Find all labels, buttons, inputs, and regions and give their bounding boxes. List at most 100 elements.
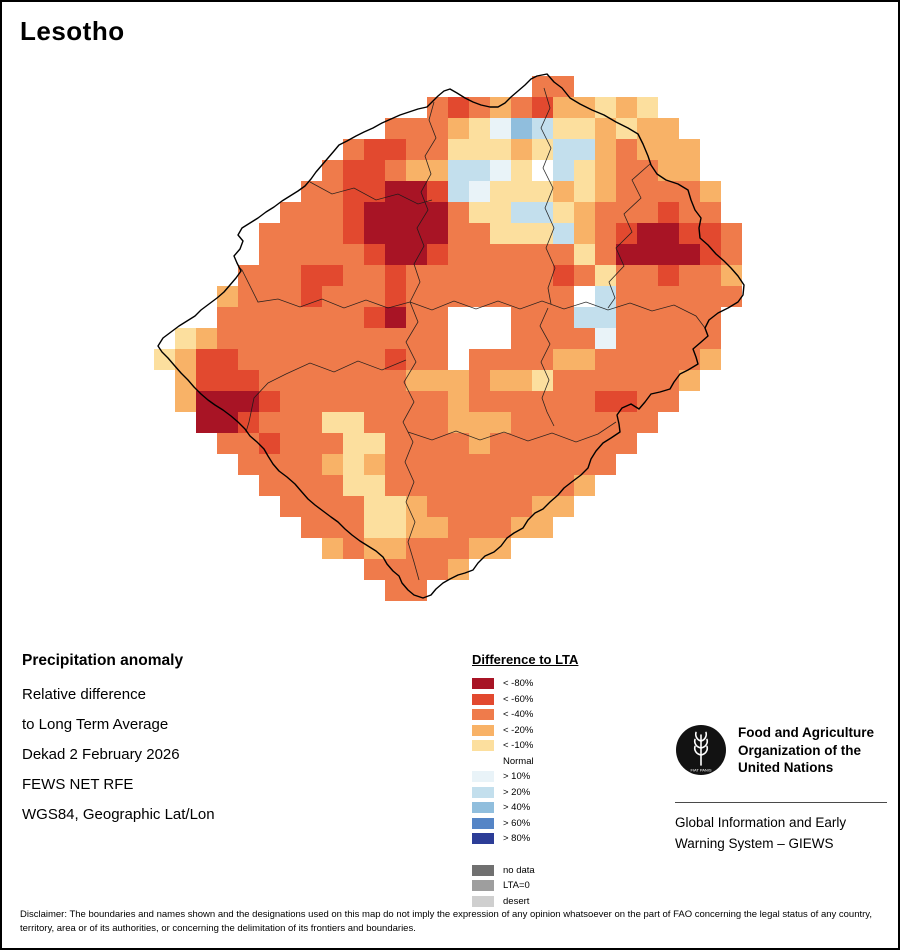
map-cell — [427, 349, 448, 370]
info-line: WGS84, Geographic Lat/Lon — [22, 806, 215, 823]
map-cell — [259, 475, 280, 496]
map-cell — [448, 538, 469, 559]
page-title: Lesotho — [20, 16, 125, 46]
map-cell — [301, 349, 322, 370]
legend-item: Normal — [472, 754, 622, 770]
map-cell — [427, 559, 448, 580]
map-cell — [595, 454, 616, 475]
map-cell — [427, 244, 448, 265]
map-cell — [532, 223, 553, 244]
map-cell — [385, 265, 406, 286]
map-cell — [490, 412, 511, 433]
map-cell — [259, 307, 280, 328]
fao-logo-icon: FIAT PANIS — [676, 725, 726, 776]
map-cell — [343, 538, 364, 559]
map-cell — [490, 307, 511, 328]
map-cell — [406, 160, 427, 181]
legend-extra-items: no data LTA=0 desert — [472, 863, 622, 910]
map-cell — [616, 328, 637, 349]
map-cell — [574, 181, 595, 202]
map-cell — [427, 538, 448, 559]
map-cell — [406, 538, 427, 559]
map-cell — [469, 349, 490, 370]
map-cell — [385, 412, 406, 433]
map-cell — [700, 223, 721, 244]
map-cell — [238, 433, 259, 454]
map-cell — [448, 181, 469, 202]
map-cell — [595, 160, 616, 181]
giews-line: Global Information and Early — [675, 815, 847, 830]
map-cell — [259, 433, 280, 454]
map-cell — [700, 307, 721, 328]
map-cell — [490, 118, 511, 139]
map-cell — [574, 244, 595, 265]
map-cell — [469, 454, 490, 475]
map-cell — [637, 349, 658, 370]
map-cell — [490, 370, 511, 391]
map-cell — [280, 496, 301, 517]
map-cell — [532, 307, 553, 328]
legend-item: > 80% — [472, 831, 622, 847]
map-cell — [490, 475, 511, 496]
map-cell — [406, 139, 427, 160]
map-cell — [322, 223, 343, 244]
map-cell — [343, 160, 364, 181]
map-cell — [595, 202, 616, 223]
map-cell — [574, 349, 595, 370]
map-cell — [385, 244, 406, 265]
map-cell — [553, 454, 574, 475]
map-cell — [427, 202, 448, 223]
map-cell — [364, 265, 385, 286]
map-cell — [490, 454, 511, 475]
map-cell — [721, 244, 742, 265]
map-cell — [637, 244, 658, 265]
map-cell — [448, 307, 469, 328]
legend-swatch — [472, 771, 494, 783]
map-cell — [658, 181, 679, 202]
map-cell — [448, 265, 469, 286]
legend-swatch — [472, 880, 494, 892]
map-cell — [490, 265, 511, 286]
map-cell — [448, 118, 469, 139]
map-cell — [406, 454, 427, 475]
info-block: Precipitation anomaly Relative differenc… — [22, 652, 215, 830]
map-cell — [301, 370, 322, 391]
map-cell — [280, 433, 301, 454]
map-cell — [448, 454, 469, 475]
map-cell — [448, 328, 469, 349]
map-cell — [448, 97, 469, 118]
map-cell — [574, 412, 595, 433]
map-cell — [364, 475, 385, 496]
map-cell — [427, 496, 448, 517]
map-cell — [238, 370, 259, 391]
map-cell — [490, 433, 511, 454]
map-cell — [700, 244, 721, 265]
map-cell — [301, 244, 322, 265]
map-cell — [532, 139, 553, 160]
map-cell — [385, 286, 406, 307]
legend-item: LTA=0 — [472, 878, 622, 894]
legend-label: LTA=0 — [503, 880, 530, 892]
map-cell — [385, 580, 406, 601]
map-cell — [322, 286, 343, 307]
legend-label: < -60% — [503, 693, 534, 705]
map-cell — [427, 328, 448, 349]
raster-cells — [154, 76, 742, 601]
map-cell — [574, 433, 595, 454]
map-cell — [637, 265, 658, 286]
map-cell — [322, 370, 343, 391]
map-cell — [322, 517, 343, 538]
map-cell — [469, 97, 490, 118]
map-cell — [448, 286, 469, 307]
map-cell — [196, 349, 217, 370]
map-cell — [385, 202, 406, 223]
map-cell — [280, 244, 301, 265]
legend-item: > 60% — [472, 816, 622, 832]
map-cell — [532, 118, 553, 139]
map-cell — [595, 223, 616, 244]
legend-title: Difference to LTA — [472, 652, 579, 667]
map-cell — [427, 181, 448, 202]
map-cell — [511, 139, 532, 160]
map-cell — [637, 181, 658, 202]
map-cell — [427, 160, 448, 181]
